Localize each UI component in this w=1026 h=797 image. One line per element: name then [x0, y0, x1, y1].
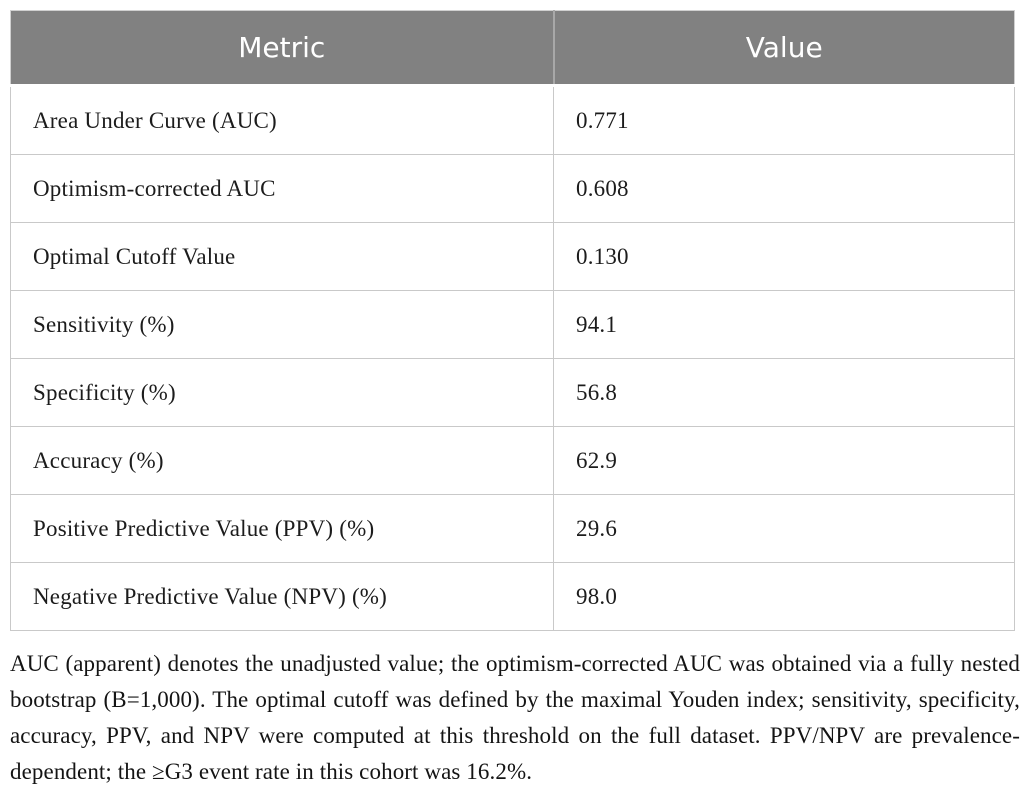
- value-cell: 98.0: [553, 562, 1015, 631]
- table-header: Metric Value: [10, 10, 1015, 87]
- metric-cell: Positive Predictive Value (PPV) (%): [10, 494, 554, 563]
- column-header-value: Value: [553, 10, 1015, 87]
- metric-cell: Specificity (%): [10, 358, 554, 427]
- metric-cell: Optimal Cutoff Value: [10, 222, 554, 291]
- metric-cell: Accuracy (%): [10, 426, 554, 495]
- metric-cell: Optimism-corrected AUC: [10, 154, 554, 223]
- table-row: Positive Predictive Value (PPV) (%) 29.6: [10, 494, 1015, 563]
- table-body: Area Under Curve (AUC) 0.771 Optimism-corr…: [10, 85, 1015, 631]
- value-cell: 29.6: [553, 494, 1015, 563]
- table-footnote: AUC (apparent) denotes the unadjusted va…: [10, 651, 1020, 784]
- table-row: Accuracy (%) 62.9: [10, 426, 1015, 495]
- table-row: Area Under Curve (AUC) 0.771: [10, 85, 1015, 155]
- value-cell: 0.130: [553, 222, 1015, 291]
- metrics-table: Metric Value Area Under Curve (AUC) 0.771…: [10, 10, 1015, 631]
- column-header-metric: Metric: [10, 10, 555, 87]
- table-row: Sensitivity (%) 94.1: [10, 290, 1015, 359]
- table-row: Specificity (%) 56.8: [10, 358, 1015, 427]
- value-cell: 94.1: [553, 290, 1015, 359]
- value-cell: 0.771: [553, 85, 1015, 155]
- value-cell: 0.608: [553, 154, 1015, 223]
- table-row: Negative Predictive Value (NPV) (%) 98.0: [10, 562, 1015, 631]
- value-cell: 62.9: [553, 426, 1015, 495]
- metric-cell: Negative Predictive Value (NPV) (%): [10, 562, 554, 631]
- metric-cell: Area Under Curve (AUC): [10, 85, 554, 155]
- header-row: Metric Value: [10, 10, 1015, 87]
- table-row: Optimal Cutoff Value 0.130: [10, 222, 1015, 291]
- table-row: Optimism-corrected AUC 0.608: [10, 154, 1015, 223]
- value-cell: 56.8: [553, 358, 1015, 427]
- metric-cell: Sensitivity (%): [10, 290, 554, 359]
